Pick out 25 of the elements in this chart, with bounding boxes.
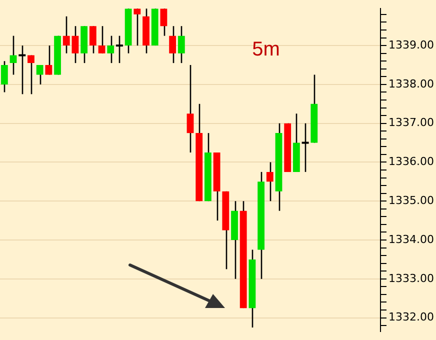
candlestick bbox=[72, 25, 79, 64]
y-tick-label: 1336.00 bbox=[388, 155, 434, 168]
y-tick-label: 1333.00 bbox=[388, 272, 434, 285]
candlestick bbox=[186, 64, 194, 154]
candlestick bbox=[98, 25, 106, 54]
candlestick bbox=[28, 54, 34, 95]
y-tick-label: 1335.00 bbox=[388, 194, 434, 207]
y-tick-label: 1339.00 bbox=[388, 38, 434, 52]
candlestick bbox=[169, 25, 176, 64]
candlestick bbox=[36, 64, 44, 86]
y-tick-label: 1337.00 bbox=[388, 116, 434, 130]
candlestick bbox=[0, 60, 8, 93]
y-tick-label: 1332.00 bbox=[388, 310, 434, 324]
candlestick bbox=[178, 25, 185, 64]
annotation: 5m bbox=[252, 38, 280, 61]
candlestick bbox=[107, 35, 114, 64]
y-tick-label: 1338.00 bbox=[388, 77, 434, 90]
candlestick bbox=[266, 162, 274, 202]
candlestick bbox=[134, 8, 141, 46]
y-tick-label: 1334.00 bbox=[388, 232, 434, 246]
candlestick bbox=[45, 44, 52, 76]
candlestick bbox=[62, 16, 70, 54]
candlestick bbox=[10, 35, 17, 76]
candlestick bbox=[89, 25, 96, 54]
candlestick bbox=[160, 8, 168, 36]
